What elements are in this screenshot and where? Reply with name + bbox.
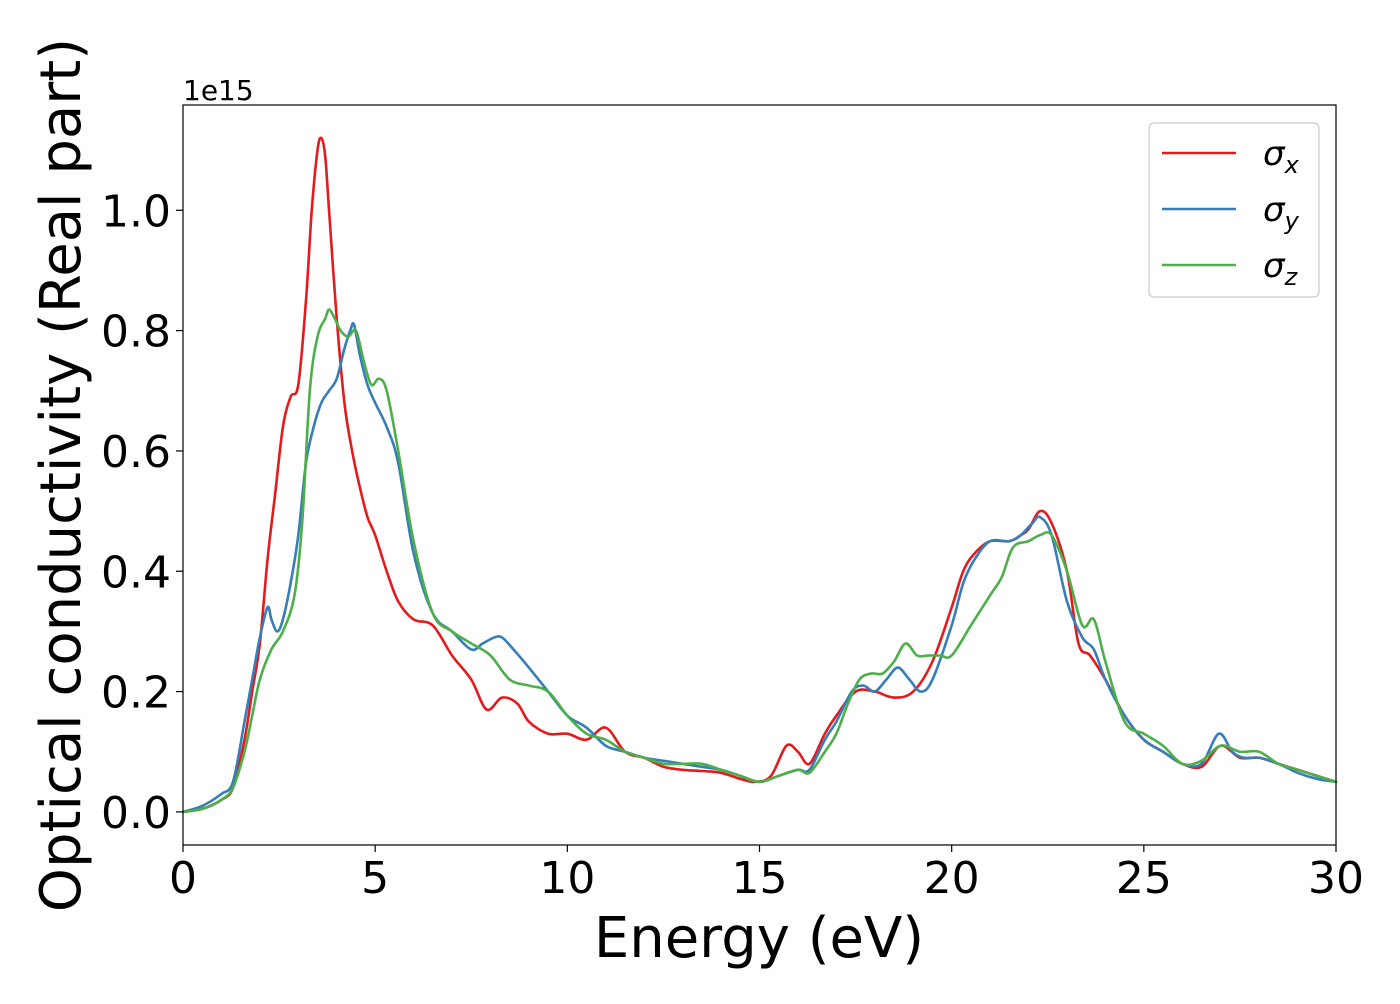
x-tick-label: 5 [361, 853, 389, 904]
series-line-z [181, 308, 1338, 814]
legend: σx σy σz [1148, 122, 1320, 298]
legend-label-z: σz [1263, 246, 1299, 291]
y-tick-label: 0.6 [101, 427, 171, 478]
y-tick-label: 0.2 [101, 668, 171, 719]
plot-frame [182, 104, 1337, 846]
legend-label-y: σy [1263, 190, 1300, 235]
legend-label-x: σx [1263, 134, 1300, 179]
x-tick-label: 15 [732, 853, 788, 904]
x-tick-label: 10 [539, 853, 595, 904]
y-tick-label: 0.4 [101, 547, 171, 598]
x-tick-label: 25 [1116, 853, 1172, 904]
y-axis-offset-label: 1e15 [183, 74, 254, 107]
axes-layer: 0 5 10 15 20 25 30 0.0 0.2 0.4 0.6 0.8 1.0 [101, 186, 1364, 904]
y-tick-label: 1.0 [101, 186, 171, 237]
plot-area [183, 105, 1336, 845]
y-tick-label: 0.0 [101, 788, 171, 839]
x-tick-label: 30 [1308, 853, 1364, 904]
y-tick-label: 0.8 [101, 307, 171, 358]
x-tick-label: 20 [924, 853, 980, 904]
series-layer [181, 136, 1338, 814]
x-tick-label: 0 [169, 853, 197, 904]
y-axis-title: Optical conductivity (Real part) [29, 38, 94, 912]
series-line-y [181, 321, 1338, 814]
x-axis-title: Energy (eV) [594, 906, 924, 971]
